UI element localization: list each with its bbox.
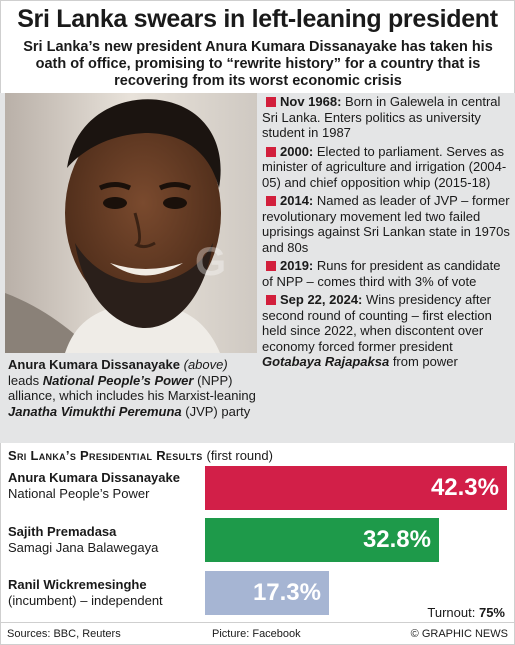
event-text: Born in Galewela in central Sri Lanka. E…: [262, 94, 501, 140]
bar-track: 42.3%: [205, 466, 507, 510]
caption-mid: (NPP) alliance, which includes his Marxi…: [8, 372, 256, 404]
event-date: Nov 1968:: [280, 94, 342, 109]
result-bar: [205, 466, 507, 510]
timeline-event: 2000: Elected to parliament. Serves as m…: [262, 144, 512, 191]
candidate-label: Anura Kumara Dissanayake National People…: [8, 470, 180, 502]
event-text: Named as leader of JVP – former revoluti…: [262, 193, 510, 255]
red-square-icon: [266, 261, 276, 271]
red-square-icon: [266, 196, 276, 206]
event-date: 2000:: [280, 143, 314, 159]
results-subtitle: (first round): [206, 448, 273, 463]
caption-leads: leads: [8, 372, 40, 388]
event-tail: from power: [392, 354, 458, 369]
timeline-event: Sep 22, 2024: Wins presidency after seco…: [262, 292, 512, 370]
headline: Sri Lanka swears in left-leaning preside…: [17, 5, 498, 33]
turnout: Turnout: 75%: [427, 605, 505, 620]
event-person: Gotabaya Rajapaksa: [262, 354, 390, 369]
event-text: Wins presidency after second round of co…: [262, 292, 492, 354]
bar-value-label: 32.8%: [362, 526, 431, 553]
timeline-event: Nov 1968: Born in Galewela in central Sr…: [262, 94, 512, 141]
results-title: Sri Lanka’s Presidential Results (first …: [8, 448, 273, 463]
candidate-party: Samagi Jana Balawegaya: [8, 540, 159, 555]
bar-track: 32.8%: [205, 518, 507, 562]
picture-credit: Picture: Facebook: [212, 628, 301, 640]
caption-jvp: Janatha Vimukthi Peremuna: [8, 403, 182, 419]
red-square-icon: [266, 295, 276, 305]
caption-above: (above): [183, 357, 228, 372]
event-date: 2014:: [280, 193, 314, 208]
bar-value-label: 42.3%: [430, 474, 499, 501]
red-square-icon: [266, 97, 276, 107]
caption-name: Anura Kumara Dissanayake: [8, 357, 180, 372]
caption-party: National People’s Power: [42, 372, 194, 388]
candidate-name: Ranil Wickremesinghe: [8, 577, 147, 592]
president-photo: [5, 93, 257, 353]
timeline-event: 2019: Runs for president as candidate of…: [262, 258, 512, 289]
copyright: © GRAPHIC NEWS: [410, 628, 508, 640]
event-text: Elected to parliament. Serves as ministe…: [262, 143, 507, 190]
candidate-label: Ranil Wickremesinghe (incumbent) – indep…: [8, 577, 163, 609]
results-heading: Sri Lanka’s Presidential Results: [8, 448, 203, 463]
candidate-party: (incumbent) – independent: [8, 593, 163, 608]
candidate-name: Sajith Premadasa: [8, 524, 117, 539]
bar-track: 17.3%: [205, 571, 507, 615]
bar-value-label: 17.3%: [252, 579, 321, 606]
event-text: Runs for president as candidate of NPP –…: [262, 258, 501, 289]
event-date: 2019:: [280, 258, 314, 273]
event-date: Sep 22, 2024:: [280, 292, 363, 307]
caption-end: (JVP) party: [185, 403, 251, 419]
timeline-event: 2014: Named as leader of JVP – former re…: [262, 193, 512, 255]
standfirst: Sri Lanka’s new president Anura Kumara D…: [23, 39, 493, 89]
candidate-party: National People’s Power: [8, 486, 150, 501]
watermark: G: [195, 240, 229, 284]
result-bar: [205, 571, 329, 615]
photo-caption: Anura Kumara Dissanayake (above) leads N…: [8, 357, 260, 419]
result-bar: [205, 518, 439, 562]
sources: Sources: BBC, Reuters: [7, 628, 121, 640]
candidate-label: Sajith Premadasa Samagi Jana Balawegaya: [8, 524, 158, 556]
turnout-value: 75%: [478, 605, 505, 620]
timeline: Nov 1968: Born in Galewela in central Sr…: [262, 94, 512, 373]
red-square-icon: [266, 146, 276, 157]
turnout-label: Turnout:: [427, 605, 476, 620]
candidate-name: Anura Kumara Dissanayake: [8, 470, 180, 485]
portrait-illustration: [5, 93, 257, 353]
footer: Sources: BBC, Reuters Picture: Facebook …: [0, 622, 515, 645]
